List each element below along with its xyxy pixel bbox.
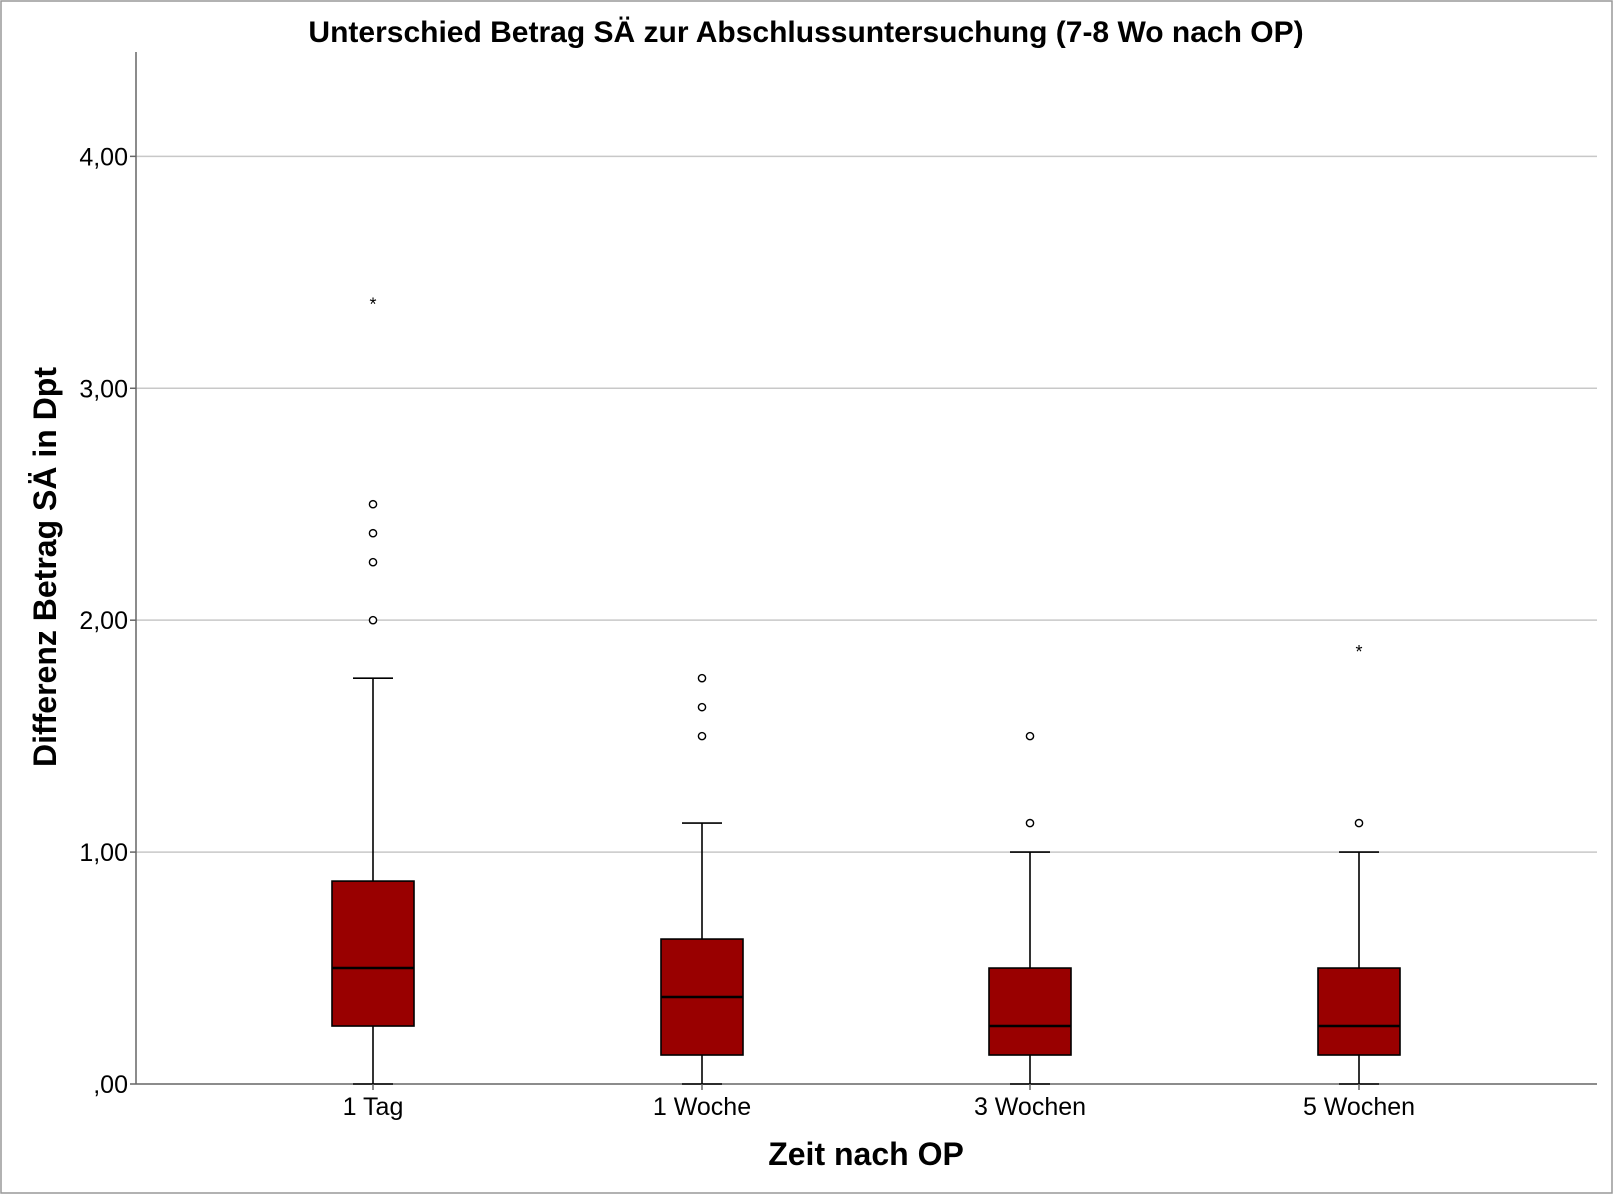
iqr-box [331, 880, 415, 1027]
box-group-4: * [1317, 642, 1401, 1085]
outlier-point [368, 528, 378, 538]
y-tick-label-4: 4,00 [79, 143, 128, 171]
y-tick-label-3: 3,00 [79, 375, 128, 403]
y-tick-label-2: 2,00 [79, 607, 128, 635]
y-tick-label-1: 1,00 [79, 839, 128, 867]
extreme-point: * [1355, 642, 1362, 662]
x-axis-title: Zeit nach OP [768, 1136, 964, 1172]
outlier-point [368, 499, 378, 509]
outlier-point [697, 702, 707, 712]
outlier-point [368, 615, 378, 625]
outlier-point [1025, 818, 1035, 828]
outlier-point [697, 673, 707, 683]
extreme-point: * [369, 294, 376, 314]
y-tick-label-0: ,00 [93, 1071, 128, 1099]
boxes: ** [331, 294, 1401, 1085]
y-ticks: ,00 1,00 2,00 3,00 4,00 [79, 143, 136, 1099]
box-group-2 [660, 673, 744, 1085]
outlier-point [1354, 818, 1364, 828]
iqr-box [988, 967, 1072, 1056]
outlier-point [697, 731, 707, 741]
outlier-point [368, 557, 378, 567]
x-ticks: 1 Tag 1 Woche 3 Wochen 5 Wochen [343, 1084, 1415, 1121]
x-tick-label-4: 5 Wochen [1303, 1093, 1415, 1121]
x-tick-label-3: 3 Wochen [974, 1093, 1086, 1121]
outlier-point [1025, 731, 1035, 741]
chart-title: Unterschied Betrag SÄ zur Abschlussunter… [308, 16, 1303, 49]
x-tick-label-1: 1 Tag [343, 1093, 404, 1121]
iqr-box [1317, 967, 1401, 1056]
x-tick-label-2: 1 Woche [653, 1093, 751, 1121]
box-group-1: * [331, 294, 415, 1085]
y-axis-title: Differenz Betrag SÄ in Dpt [27, 367, 63, 767]
box-group-3 [988, 731, 1072, 1085]
